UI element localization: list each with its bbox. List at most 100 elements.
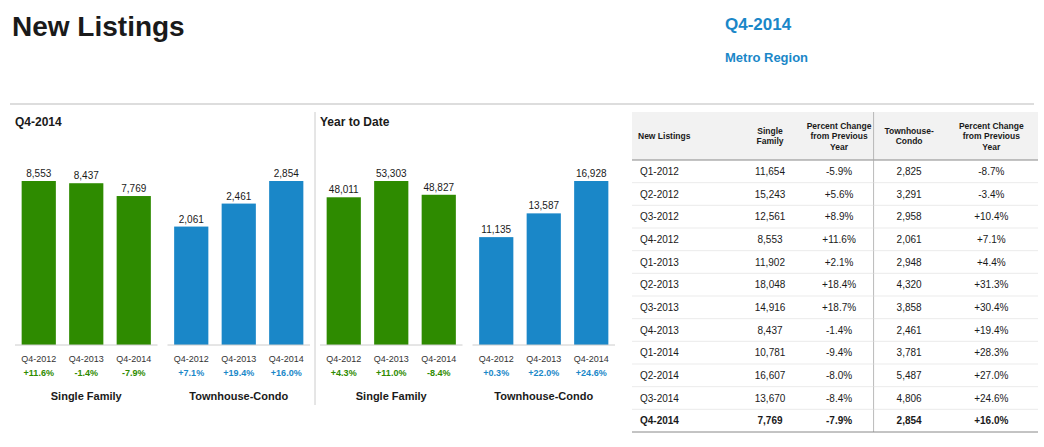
row-rule bbox=[632, 364, 1038, 365]
bar-group: 2,061Q4-2012+7.1%2,461Q4-2013+19.4%2,854… bbox=[168, 168, 311, 402]
bar bbox=[327, 197, 361, 345]
table-header: New Listings bbox=[638, 131, 691, 141]
table-cell: 2,061 bbox=[897, 234, 922, 245]
table-cell: -1.4% bbox=[826, 325, 852, 336]
percent-label: +24.6% bbox=[576, 368, 607, 378]
row-rule bbox=[632, 250, 1038, 251]
table-cell: Q3-2012 bbox=[640, 211, 679, 222]
table-cell: +2.1% bbox=[825, 257, 854, 268]
table-cell: -5.9% bbox=[826, 166, 852, 177]
table-cell: Q1-2012 bbox=[640, 166, 679, 177]
table-header: Townhouse-Condo bbox=[884, 126, 934, 147]
table-header: Percent Changefrom PreviousYear bbox=[959, 121, 1024, 152]
bars bbox=[327, 181, 456, 345]
category-label: Q4-2013 bbox=[374, 354, 409, 364]
table-cell: 11,902 bbox=[755, 257, 785, 268]
percent-label: +7.1% bbox=[178, 368, 204, 378]
group-label: Townhouse-Condo bbox=[494, 390, 593, 402]
bar bbox=[527, 213, 561, 345]
row-rule bbox=[632, 205, 1038, 206]
table-cell: 5,487 bbox=[897, 370, 922, 381]
percent-label: +0.3% bbox=[483, 368, 509, 378]
bar bbox=[479, 237, 513, 345]
bar-group: Year to Date48,011Q4-2012+4.3%53,303Q4-2… bbox=[320, 115, 463, 402]
subtitle: Q4-2014 bbox=[725, 15, 792, 34]
percent-label: +19.4% bbox=[223, 368, 254, 378]
table-cell: Q3-2014 bbox=[640, 393, 679, 404]
bar bbox=[222, 204, 256, 345]
bar bbox=[422, 195, 456, 345]
table-cell: +18.4% bbox=[822, 279, 856, 290]
category-label: Q4-2014 bbox=[269, 354, 304, 364]
text-line: from Previous bbox=[810, 131, 867, 141]
percent-label: +22.0% bbox=[528, 368, 559, 378]
table-cell: Q4-2014 bbox=[640, 415, 679, 426]
percent-label: -8.4% bbox=[427, 368, 451, 378]
separator bbox=[10, 104, 1034, 105]
text-line: from Previous bbox=[963, 131, 1020, 141]
table: New Listings SingleFamily Percent Changefr… bbox=[632, 112, 1038, 432]
category-label: Q4-2012 bbox=[479, 354, 514, 364]
baseline bbox=[168, 345, 311, 346]
text-line: Condo bbox=[896, 136, 923, 146]
table-cell: -8.0% bbox=[826, 370, 852, 381]
data-label: 2,061 bbox=[179, 214, 204, 225]
group-label: Townhouse-Condo bbox=[189, 390, 288, 402]
table-cell: -8.4% bbox=[826, 393, 852, 404]
table-cell: +7.1% bbox=[977, 234, 1006, 245]
table-cell: Q1-2014 bbox=[640, 347, 679, 358]
table-cell: -3.4% bbox=[978, 189, 1004, 200]
percent-label: -1.4% bbox=[74, 368, 98, 378]
data-label: 48,827 bbox=[423, 182, 454, 193]
row-rule bbox=[632, 318, 1038, 319]
table-cell: 3,858 bbox=[897, 302, 922, 313]
table-cell: 8,553 bbox=[758, 234, 783, 245]
table-cell: Q4-2012 bbox=[640, 234, 679, 245]
table-cell: +5.6% bbox=[825, 189, 854, 200]
table-cell: 4,806 bbox=[897, 393, 922, 404]
table-cell: +28.3% bbox=[974, 347, 1008, 358]
table-cell: +8.9% bbox=[825, 211, 854, 222]
table-divider bbox=[873, 112, 874, 432]
table-cell: 15,243 bbox=[755, 189, 786, 200]
table-cell: -9.4% bbox=[826, 347, 852, 358]
row-rule bbox=[632, 228, 1038, 229]
row-rule bbox=[632, 409, 1038, 410]
table-cell: +4.4% bbox=[977, 257, 1006, 268]
table-cell: 3,291 bbox=[897, 189, 922, 200]
bars bbox=[174, 181, 303, 345]
text-line: Year bbox=[830, 142, 849, 152]
table-cell: 7,769 bbox=[758, 415, 783, 426]
table-cell: Q1-2013 bbox=[640, 257, 679, 268]
table-rule bbox=[632, 432, 1038, 433]
title: New Listings bbox=[12, 11, 185, 42]
table-cell: Q2-2014 bbox=[640, 370, 679, 381]
table-cell: 12,561 bbox=[755, 211, 786, 222]
chart: New ListingsQ4-2014Metro RegionQ4-20148,… bbox=[0, 0, 1044, 447]
data-label: 7,769 bbox=[121, 183, 146, 194]
row-rule bbox=[632, 273, 1038, 274]
group-label: Single Family bbox=[356, 390, 428, 402]
baseline bbox=[320, 345, 463, 346]
text-line: Family bbox=[757, 136, 784, 146]
data-label: 2,461 bbox=[226, 191, 251, 202]
data-label: 48,011 bbox=[329, 184, 359, 195]
text-line: Single bbox=[757, 126, 783, 136]
bar bbox=[22, 181, 56, 345]
row-rule bbox=[632, 386, 1038, 387]
baseline bbox=[473, 345, 616, 346]
bar bbox=[574, 181, 608, 345]
table-cell: Q4-2013 bbox=[640, 325, 679, 336]
percent-label: +11.6% bbox=[24, 368, 54, 378]
table-cell: Q3-2013 bbox=[640, 302, 679, 313]
table-cell: +24.6% bbox=[974, 393, 1008, 404]
table-cell: +18.7% bbox=[822, 302, 856, 313]
table-cell: +30.4% bbox=[974, 302, 1008, 313]
data-label: 2,854 bbox=[274, 168, 299, 179]
bar bbox=[174, 227, 208, 345]
table-cell: Q2-2012 bbox=[640, 189, 679, 200]
table-cell: -7.9% bbox=[826, 415, 852, 426]
category-label: Q4-2012 bbox=[174, 354, 209, 364]
table-cell: 10,781 bbox=[755, 347, 786, 358]
bar bbox=[269, 181, 303, 345]
